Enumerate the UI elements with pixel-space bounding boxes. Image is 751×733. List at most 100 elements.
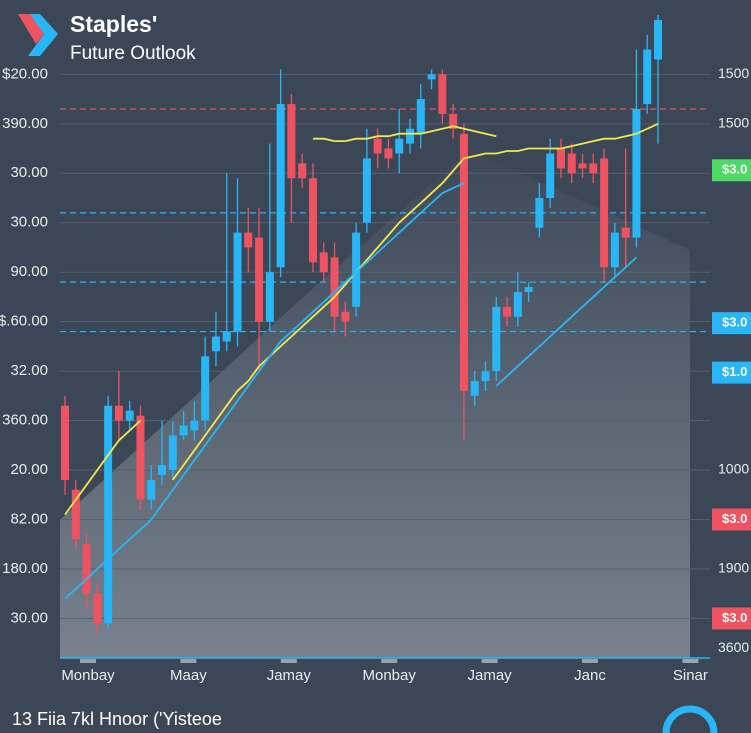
overlay-line — [313, 125, 497, 142]
y-tick-label: $20.00 — [2, 65, 48, 82]
candle-body — [168, 435, 177, 471]
y-tick-label: 360.00 — [2, 412, 48, 429]
candle-body — [513, 291, 522, 317]
price-badge-label: $3.0 — [722, 610, 747, 625]
price-badge — [712, 508, 751, 531]
candle-body — [535, 198, 544, 228]
x-tick-box — [682, 659, 699, 663]
candle-body — [222, 331, 231, 342]
candle-body — [459, 133, 468, 391]
overlay-line — [64, 122, 659, 516]
candle-body — [524, 287, 533, 292]
badge-ring — [662, 705, 718, 733]
candle-body — [567, 153, 576, 174]
x-tick-label: Monbay — [363, 667, 417, 684]
candle-body — [319, 252, 328, 273]
candle-body — [600, 158, 609, 268]
x-tick-label: Jamay — [468, 667, 513, 684]
candle-body — [556, 148, 565, 169]
y-tick-label: 30.00 — [10, 164, 48, 181]
x-tick-box — [280, 659, 297, 663]
y-tick-label: $.60.00 — [0, 313, 48, 330]
candle-body — [654, 19, 662, 60]
price-badge — [712, 312, 751, 335]
candle-body — [233, 232, 242, 332]
candle-body — [492, 306, 501, 372]
footer: 13 Fiia 7kl Hnoor ('Yisteoe — [12, 709, 222, 729]
right-label: 1500 — [718, 115, 749, 131]
x-tick-label: Maay — [170, 667, 207, 684]
candle-body — [643, 49, 652, 105]
candle-body — [427, 74, 436, 80]
candle-body — [308, 178, 317, 263]
x-tick-label: Jamay — [267, 667, 312, 684]
candle-body — [114, 405, 123, 421]
overlay-line — [64, 182, 638, 600]
x-tick-box — [80, 659, 96, 663]
candle-body — [503, 306, 512, 317]
y-tick-label: 90.00 — [10, 263, 48, 280]
right-label: 1000 — [718, 461, 749, 477]
price-badge — [712, 159, 751, 182]
candle-body — [632, 108, 641, 238]
candle-body — [211, 336, 220, 352]
x-tick-box — [582, 659, 598, 663]
y-tick-label: 20.00 — [10, 461, 48, 478]
candle-body — [621, 227, 630, 238]
x-tick-label: Monbay — [61, 667, 115, 684]
candle-body — [244, 232, 253, 248]
x-tick-box — [481, 659, 498, 663]
price-badge-label: $3.0 — [722, 162, 747, 177]
candle-body — [589, 163, 598, 174]
candle-body — [470, 381, 479, 396]
candle-body — [276, 104, 285, 268]
y-tick-label: 30.00 — [10, 609, 48, 626]
price-badge-label: $3.0 — [722, 315, 747, 330]
candle-body — [255, 237, 264, 322]
candle-body — [125, 410, 134, 421]
logo-accent — [18, 14, 44, 44]
candle-body — [384, 148, 393, 159]
candle-body — [546, 153, 555, 199]
candle-body — [61, 405, 69, 480]
candle-body — [136, 415, 145, 500]
right-label: 1900 — [718, 560, 749, 576]
candle-body — [71, 489, 80, 540]
candle-body — [287, 104, 296, 179]
candle-body — [578, 163, 587, 169]
candle-body — [330, 257, 339, 317]
x-tick-label: Janc — [574, 667, 606, 684]
y-tick-label: 390.00 — [2, 115, 48, 132]
candle-body — [298, 163, 307, 179]
price-badge — [712, 361, 751, 384]
candle-body — [82, 544, 91, 594]
candle-body — [416, 99, 425, 134]
candle-body — [190, 420, 199, 431]
x-tick-box — [381, 659, 398, 663]
price-badge — [712, 607, 751, 630]
y-tick-label: 82.00 — [10, 510, 48, 527]
chart-title: Staples' — [70, 11, 157, 37]
price-badge-label: $3.0 — [722, 511, 747, 526]
price-badge-label: $1.0 — [722, 364, 747, 379]
candle-body — [179, 425, 188, 436]
y-tick-label: 30.00 — [10, 214, 48, 231]
candle-body — [395, 138, 404, 154]
chart-subtitle: Future Outlook — [70, 43, 196, 64]
x-tick-label: Sinar — [673, 667, 708, 684]
candle-body — [147, 479, 156, 500]
candle-body — [610, 232, 619, 268]
candle-body — [406, 128, 415, 144]
candle-body — [265, 272, 274, 322]
candle-body — [158, 465, 167, 475]
x-tick-box — [180, 659, 197, 663]
logo — [18, 14, 58, 56]
y-tick-label: 32.00 — [10, 362, 48, 379]
candle-body — [362, 158, 371, 223]
candle-body — [201, 356, 210, 421]
right-label: 3600 — [718, 639, 749, 655]
candle-body — [449, 113, 458, 129]
candle-body — [481, 371, 490, 382]
